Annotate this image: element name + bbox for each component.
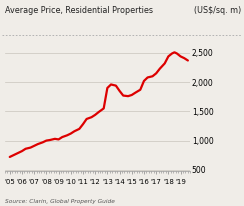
Text: Source: Clarin, Global Property Guide: Source: Clarin, Global Property Guide: [5, 199, 115, 204]
Text: (US$/sq. m): (US$/sq. m): [194, 6, 242, 15]
Text: Average Price, Residential Properties: Average Price, Residential Properties: [5, 6, 153, 15]
